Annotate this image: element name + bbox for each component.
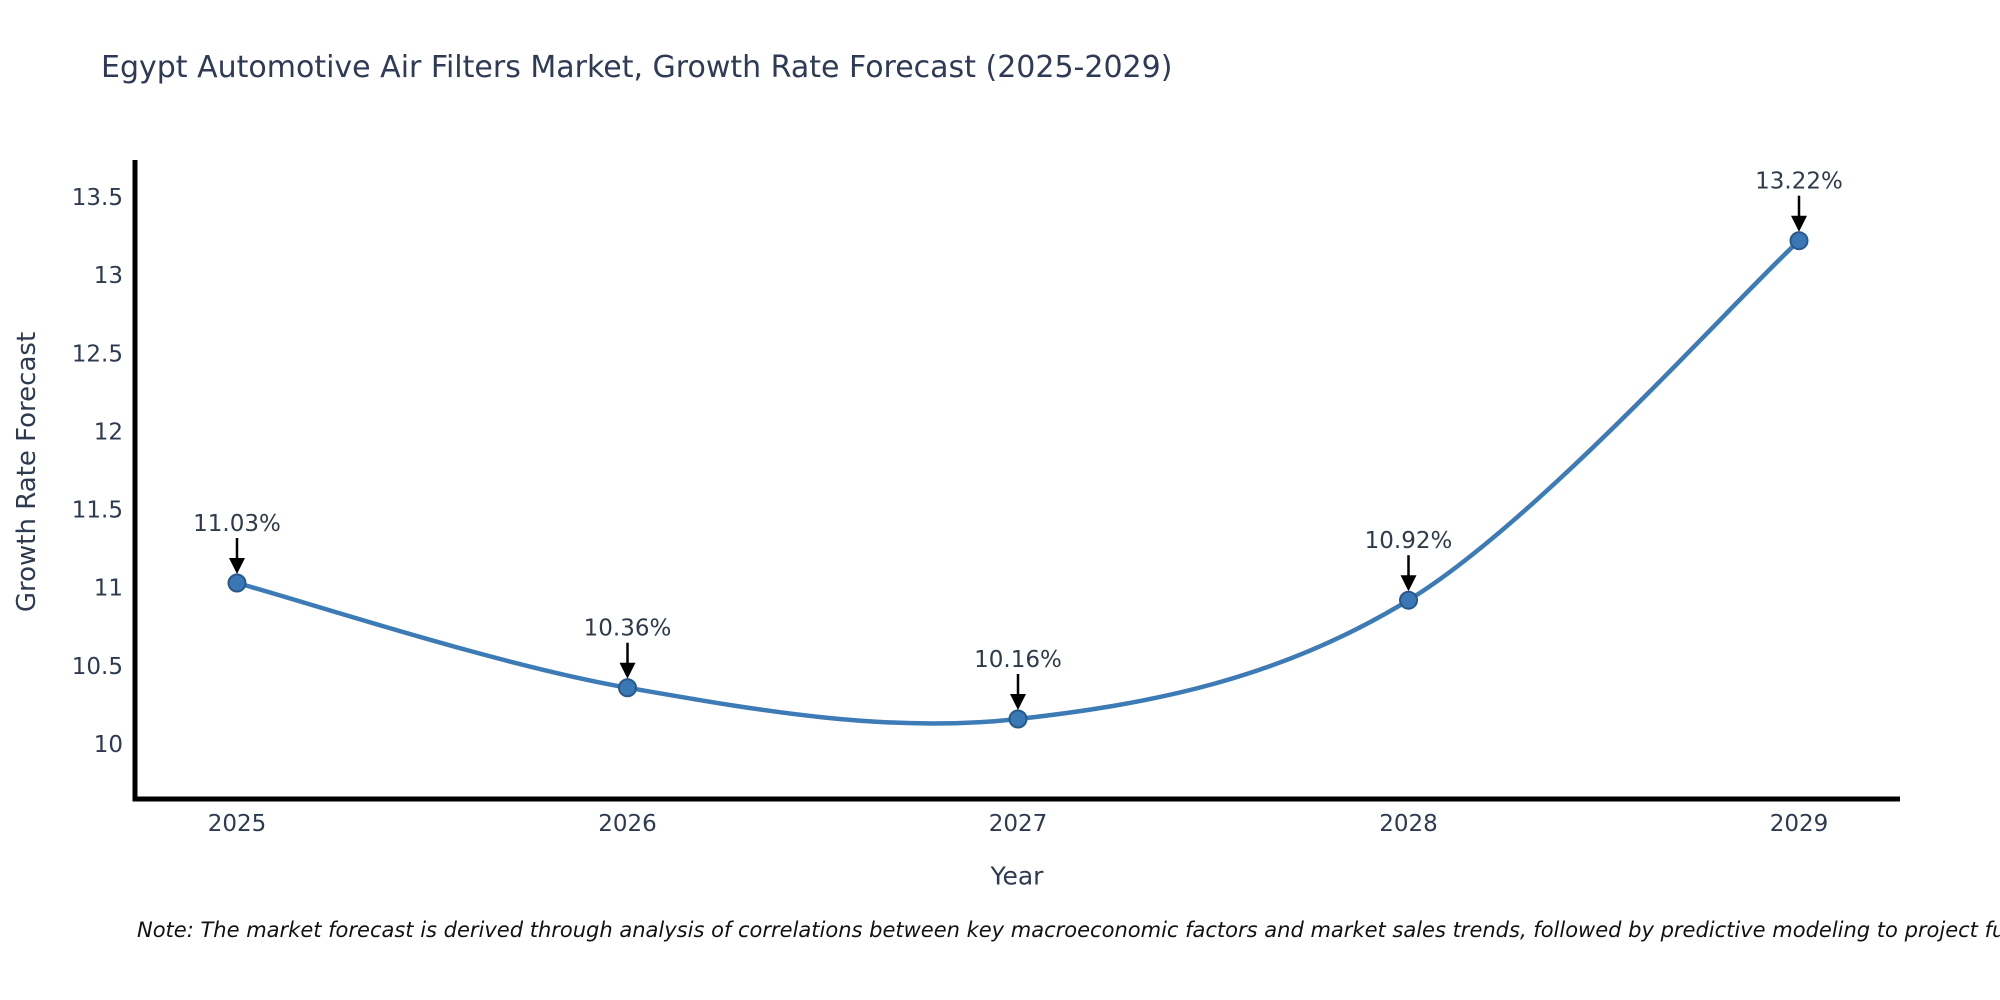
footnote: Note: The market forecast is derived thr… <box>137 918 2000 942</box>
x-tick-label: 2025 <box>208 811 267 837</box>
y-axis-title: Growth Rate Forecast <box>12 331 42 613</box>
y-tick-label: 12 <box>94 419 123 445</box>
data-point-marker <box>618 678 637 698</box>
x-axis-title: Year <box>990 861 1044 891</box>
x-tick-label: 2026 <box>598 811 657 837</box>
data-point-label: 10.92% <box>1365 528 1453 554</box>
y-tick-label: 10 <box>94 732 123 758</box>
annotation-arrow-head <box>1400 575 1417 592</box>
chart-title: Egypt Automotive Air Filters Market, Gro… <box>101 50 1173 85</box>
data-point-marker <box>1399 590 1418 610</box>
annotation-arrow-head <box>229 558 245 575</box>
data-point-marker <box>1789 231 1809 251</box>
annotation-arrow-head <box>1010 693 1026 710</box>
y-tick-label: 13 <box>94 263 123 289</box>
annotation-arrow-head <box>1791 215 1807 232</box>
data-point-marker <box>227 573 247 593</box>
y-tick-label: 10.5 <box>72 654 123 680</box>
annotation-arrow-head <box>619 662 636 679</box>
x-tick-label: 2027 <box>989 811 1048 837</box>
data-point-label: 11.03% <box>193 511 281 537</box>
data-point-marker <box>1008 709 1028 729</box>
data-point-label: 10.36% <box>584 616 672 642</box>
y-tick-label: 11.5 <box>72 498 123 524</box>
y-tick-label: 11 <box>94 576 123 602</box>
x-tick-label: 2029 <box>1770 811 1829 837</box>
x-tick-label: 2028 <box>1379 811 1438 837</box>
y-tick-label: 13.5 <box>72 185 123 211</box>
trend-line <box>234 238 1802 726</box>
y-tick-label: 12.5 <box>72 341 123 367</box>
data-point-label: 10.16% <box>974 647 1062 673</box>
data-point-label: 13.22% <box>1755 169 1843 195</box>
